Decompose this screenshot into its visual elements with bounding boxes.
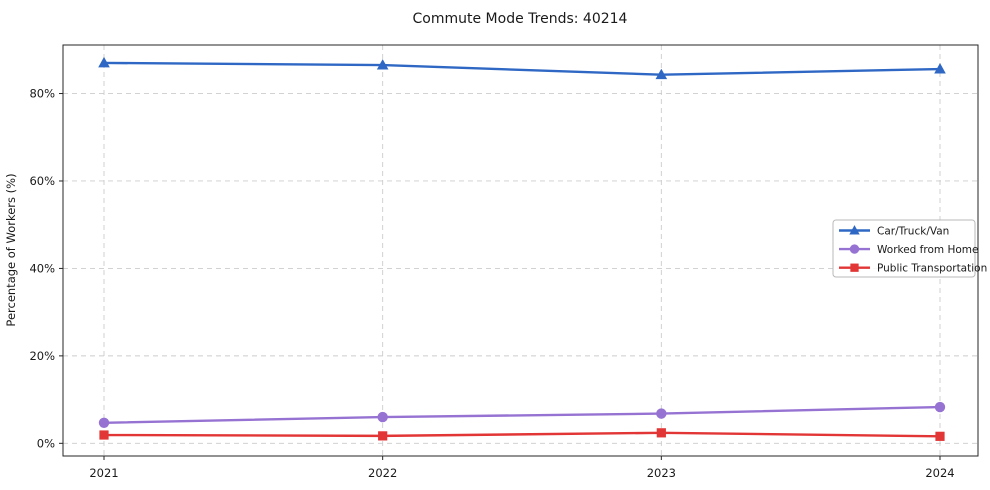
y-axis-label: Percentage of Workers (%) bbox=[4, 173, 18, 326]
legend-marker-car-truck-van bbox=[849, 225, 860, 235]
series-line-car-truck-van bbox=[102, 61, 942, 76]
legend-label-public-transportation: Public Transportation bbox=[877, 263, 987, 275]
series-marker-public-transportation bbox=[935, 431, 945, 441]
x-tick-label: 2024 bbox=[925, 466, 954, 480]
series-marker-public-transportation bbox=[99, 430, 109, 440]
chart-title: Commute Mode Trends: 40214 bbox=[413, 11, 628, 27]
x-tick-label: 2023 bbox=[647, 466, 676, 480]
y-tick-label: 20% bbox=[29, 349, 55, 363]
y-tick-label: 60% bbox=[29, 174, 55, 188]
series-marker-worked-from-home bbox=[377, 411, 388, 423]
y-tick-label: 40% bbox=[29, 261, 55, 275]
series-marker-worked-from-home bbox=[656, 408, 667, 419]
x-tick-label: 2021 bbox=[89, 466, 118, 480]
legend-marker-worked-from-home bbox=[849, 244, 860, 254]
x-tick-label: 2022 bbox=[368, 466, 397, 480]
plot-frame bbox=[62, 44, 979, 457]
y-tick-label: 0% bbox=[37, 436, 55, 450]
series-marker-public-transportation bbox=[656, 428, 666, 438]
series-marker-worked-from-home bbox=[934, 401, 946, 413]
series-marker-car-truck-van bbox=[655, 68, 668, 80]
series-marker-public-transportation bbox=[378, 431, 388, 441]
plot-area: 0% 20% 40% 60% 80% 2021 2022 2023 2024 Car/Truck/… bbox=[29, 44, 987, 480]
legend-box bbox=[832, 219, 976, 278]
legend-marker-public-transportation bbox=[850, 263, 859, 272]
series-line-public-transportation bbox=[102, 431, 942, 438]
series-marker-worked-from-home bbox=[98, 417, 110, 428]
series-marker-car-truck-van bbox=[934, 63, 946, 74]
series-line-worked-from-home bbox=[102, 405, 942, 424]
series-marker-car-truck-van bbox=[98, 56, 110, 68]
legend-label-car-truck-van: Car/Truck/Van bbox=[877, 225, 949, 237]
series-marker-car-truck-van bbox=[376, 59, 389, 70]
legend-label-worked-from-home: Worked from Home bbox=[877, 244, 978, 256]
y-tick-label: 80% bbox=[29, 87, 55, 101]
